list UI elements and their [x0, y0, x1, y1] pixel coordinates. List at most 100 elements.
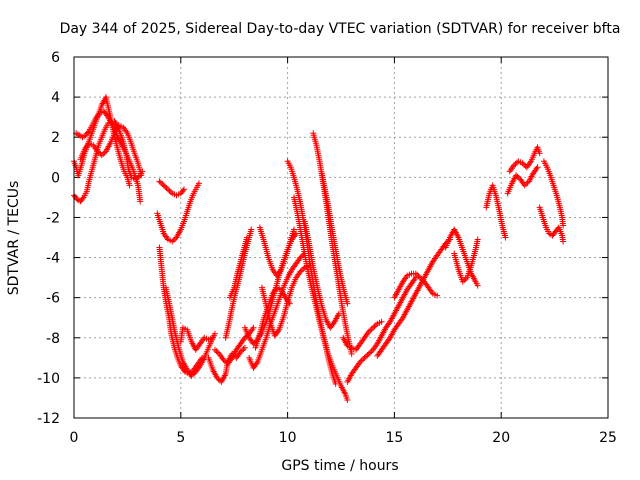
data-point-marker — [179, 187, 186, 194]
series-t33 — [504, 164, 541, 197]
series-t3 — [71, 120, 112, 205]
series-t18 — [256, 224, 298, 279]
data-point-marker — [214, 374, 221, 381]
data-point-marker — [166, 187, 173, 194]
data-point-marker — [514, 173, 521, 180]
data-point-marker — [248, 226, 255, 233]
series-t6 — [156, 178, 188, 199]
data-point-marker — [534, 164, 541, 171]
data-point-marker — [291, 226, 298, 233]
data-point-marker — [523, 181, 530, 188]
data-point-marker — [370, 324, 377, 331]
data-point-marker — [241, 344, 248, 351]
data-point-marker — [239, 347, 246, 354]
data-point-marker — [417, 274, 424, 281]
series-t31 — [483, 182, 509, 241]
data-point-marker — [95, 149, 102, 156]
data-point-marker — [162, 183, 169, 190]
data-point-marker — [163, 185, 170, 192]
data-point-marker — [519, 160, 526, 167]
data-point-marker — [195, 180, 202, 187]
data-point-marker — [372, 322, 379, 329]
y-tick-label: -8 — [46, 331, 60, 347]
data-point-marker — [160, 182, 167, 189]
y-tick-label: 0 — [51, 170, 60, 186]
y-tick-label: -4 — [46, 251, 60, 267]
data-point-marker — [164, 186, 171, 193]
data-point-marker — [365, 328, 372, 335]
data-point-marker — [364, 352, 371, 359]
data-point-marker — [511, 162, 518, 169]
y-tick-label: -2 — [46, 210, 60, 226]
data-point-marker — [211, 346, 218, 353]
series-t7 — [154, 180, 202, 245]
data-point-marker — [297, 268, 304, 275]
data-point-marker — [137, 198, 144, 205]
series-t25 — [340, 318, 385, 353]
data-point-marker — [250, 324, 257, 331]
data-point-marker — [415, 273, 422, 280]
data-point-marker — [474, 282, 481, 289]
data-point-marker — [300, 265, 307, 272]
data-point-marker — [213, 348, 220, 355]
data-point-marker — [134, 175, 141, 182]
data-point-marker — [100, 150, 107, 157]
x-tick-label: 20 — [492, 430, 510, 446]
data-point-marker — [358, 357, 365, 364]
y-tick-label: -12 — [37, 411, 60, 427]
data-point-marker — [502, 234, 509, 241]
x-tick-label: 15 — [385, 430, 403, 446]
series-t19 — [258, 262, 312, 339]
data-point-marker — [434, 292, 441, 299]
series-t17 — [252, 284, 293, 351]
data-point-marker — [244, 234, 251, 241]
series-t24 — [318, 170, 351, 307]
data-point-marker — [536, 150, 543, 157]
data-point-marker — [344, 300, 351, 307]
data-point-marker — [98, 152, 105, 159]
data-marks — [71, 94, 567, 403]
y-tick-label: 4 — [51, 90, 60, 106]
data-point-marker — [240, 346, 247, 353]
data-point-marker — [362, 353, 369, 360]
data-point-marker — [209, 334, 216, 341]
data-point-marker — [361, 354, 368, 361]
data-point-marker — [215, 376, 222, 383]
data-point-marker — [156, 178, 163, 185]
data-point-marker — [462, 275, 469, 282]
y-axis-label: SDTVAR / TECUs — [6, 181, 22, 296]
data-point-marker — [188, 372, 195, 379]
data-point-marker — [135, 173, 142, 180]
series-t34 — [536, 204, 567, 245]
data-point-marker — [474, 236, 481, 243]
series-t28 — [391, 270, 441, 301]
data-point-marker — [368, 326, 375, 333]
series-t29 — [442, 226, 481, 289]
data-point-marker — [378, 318, 385, 325]
data-point-marker — [94, 148, 101, 155]
data-point-marker — [367, 349, 374, 356]
data-point-marker — [412, 270, 419, 277]
data-point-marker — [189, 371, 196, 378]
chart-title: Day 344 of 2025, Sidereal Day-to-day VTE… — [60, 21, 621, 37]
data-point-marker — [560, 238, 567, 245]
data-point-marker — [105, 120, 112, 127]
y-tick-label: 6 — [51, 50, 60, 66]
data-point-marker — [169, 238, 176, 245]
data-point-marker — [170, 237, 177, 244]
data-point-marker — [181, 186, 188, 193]
data-point-marker — [167, 189, 174, 196]
data-point-marker — [461, 277, 468, 284]
series-t26 — [344, 274, 419, 385]
data-point-marker — [159, 181, 166, 188]
series-t21 — [291, 194, 351, 403]
series-t14 — [226, 234, 251, 301]
data-point-marker — [157, 179, 164, 186]
y-tick-label: -6 — [46, 291, 60, 307]
plot-frame — [73, 56, 609, 419]
data-point-marker — [298, 253, 305, 260]
data-point-marker — [371, 323, 378, 330]
series-t30 — [451, 236, 481, 285]
data-point-marker — [512, 160, 519, 167]
